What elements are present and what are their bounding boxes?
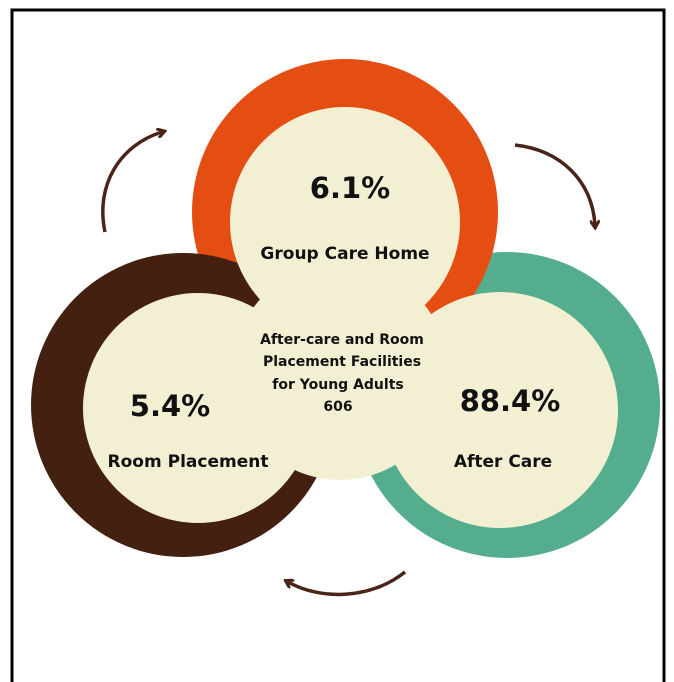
arrow [514, 143, 595, 225]
center-text: After-care and Room [260, 332, 424, 348]
center-text: Placement Facilities [263, 354, 421, 370]
value: 88.4% [460, 384, 561, 418]
frame [10, 8, 666, 682]
arrow [288, 570, 407, 597]
arrow [101, 132, 162, 233]
label: Room Placement [108, 452, 269, 472]
value: 5.4% [130, 389, 210, 423]
label: Group Care Home [260, 244, 429, 264]
inner-center [232, 264, 448, 480]
center-text: 606 [323, 399, 352, 415]
value: 6.1% [310, 171, 390, 205]
label: After Care [454, 452, 552, 472]
center-text: for Young Adults [272, 377, 403, 393]
